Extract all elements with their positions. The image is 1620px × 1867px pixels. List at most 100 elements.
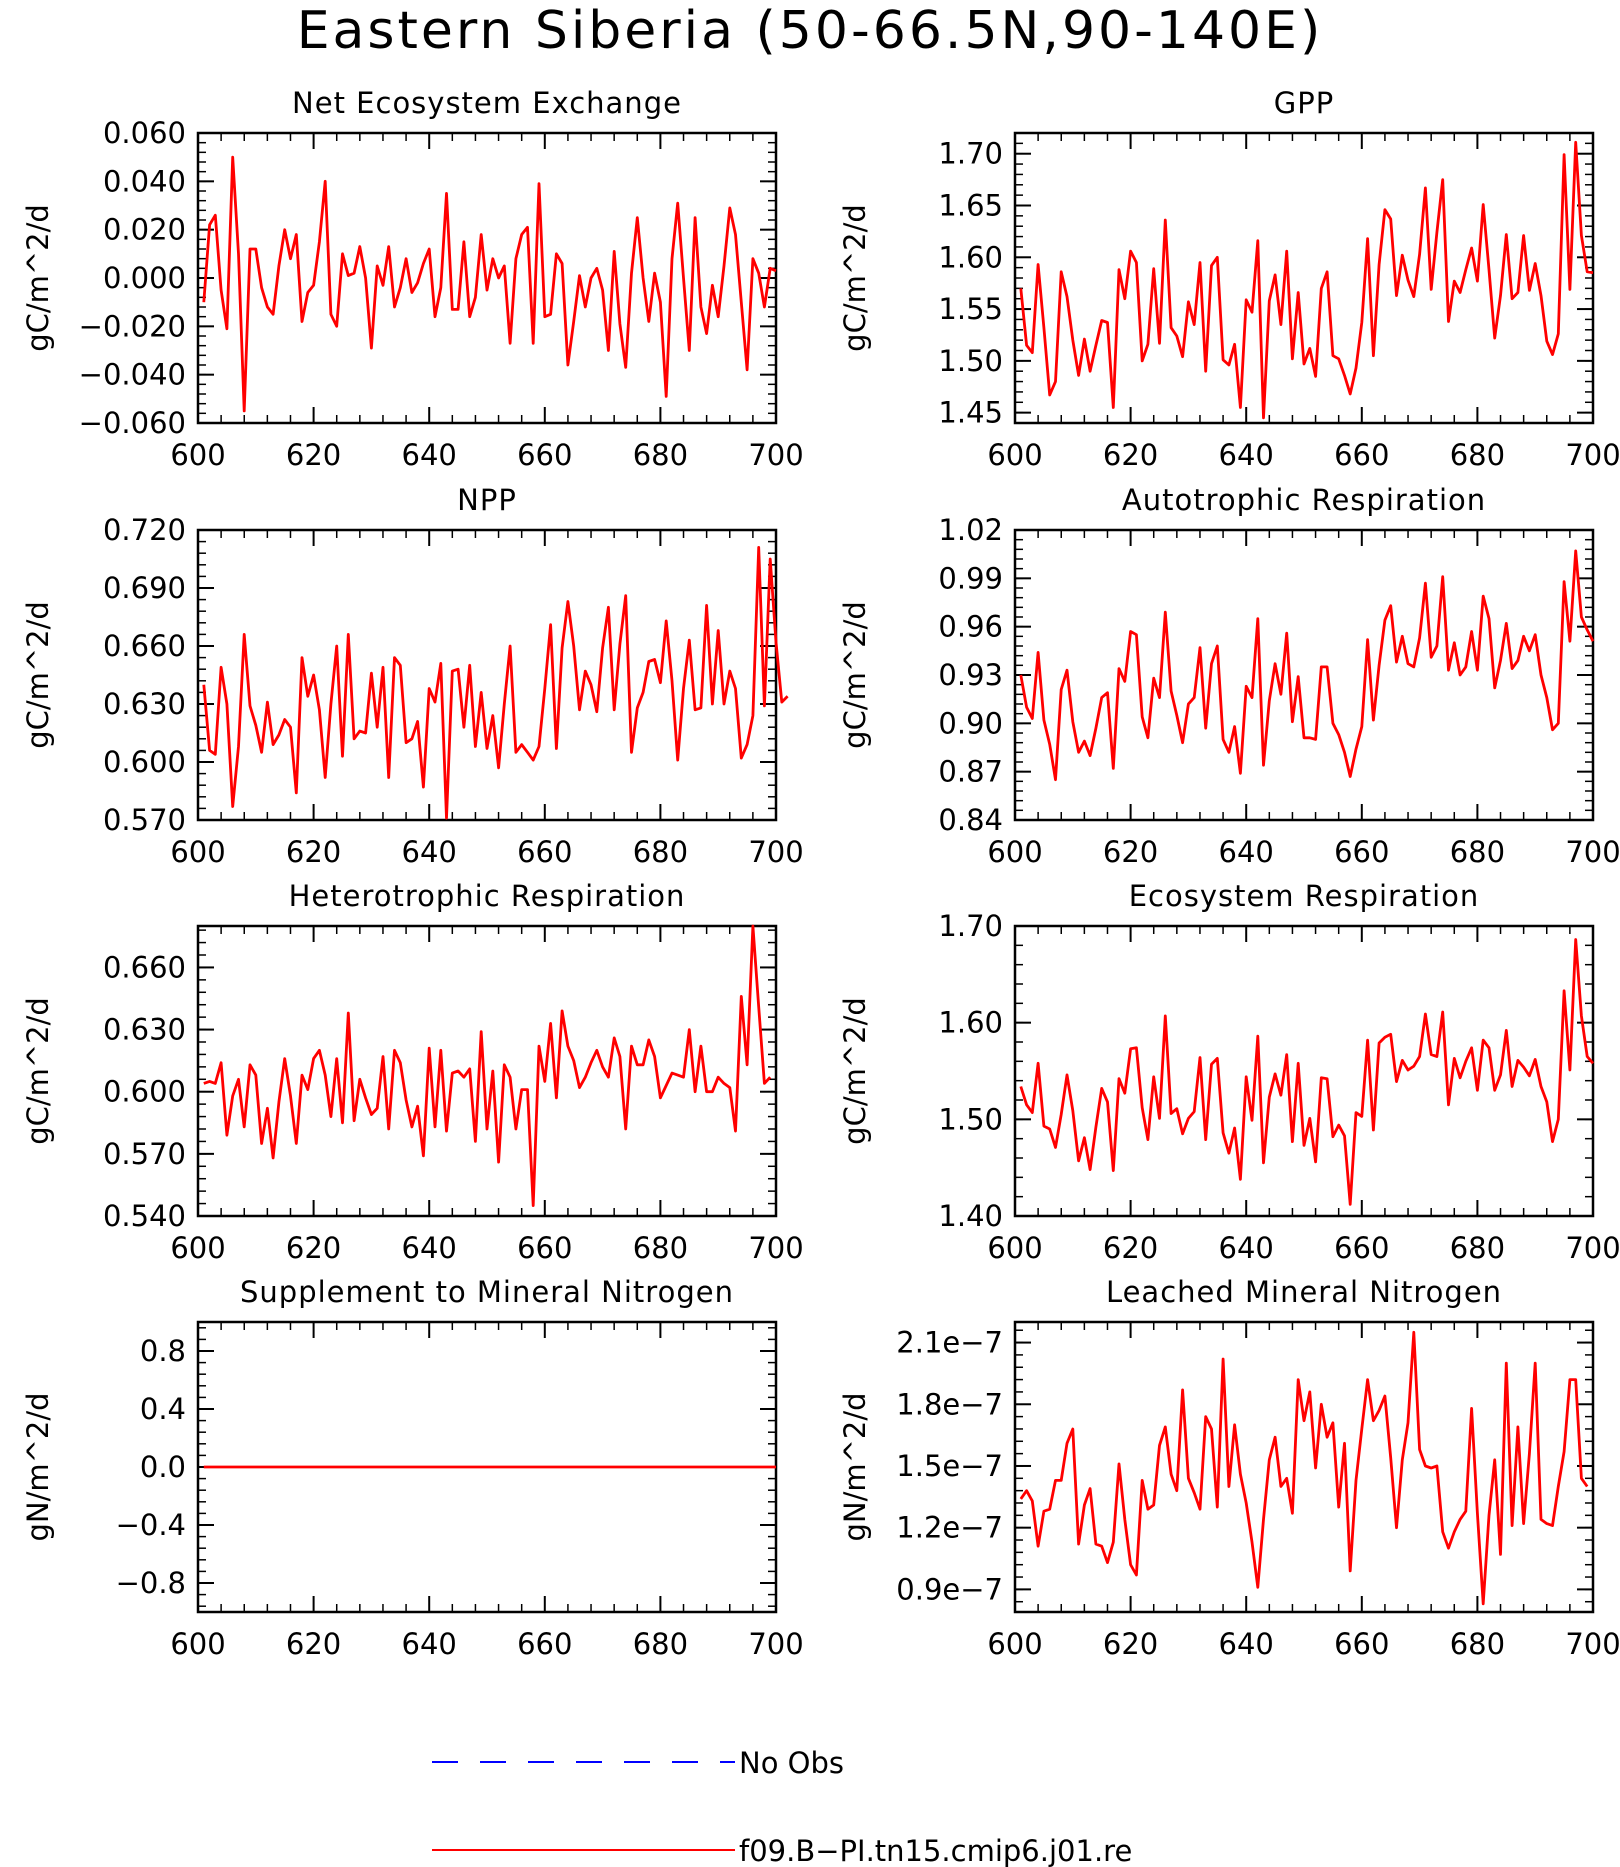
y-tick-label: 0.0 (140, 1450, 186, 1484)
y-tick-label: 1.65 (938, 189, 1003, 223)
y-tick-label: 0.90 (938, 706, 1003, 740)
x-tick-label: 600 (987, 1627, 1042, 1661)
chart-title: Leached Mineral Nitrogen (1106, 1275, 1502, 1309)
x-tick-label: 660 (1334, 1231, 1389, 1265)
y-tick-label: 1.70 (938, 909, 1003, 943)
x-tick-label: 620 (1103, 1627, 1158, 1661)
y-tick-label: 1.8e−7 (896, 1387, 1003, 1421)
x-tick-label: 640 (402, 835, 457, 869)
y-tick-label: 0.660 (103, 629, 186, 663)
chart-title: NPP (457, 483, 517, 517)
x-tick-label: 620 (286, 1627, 341, 1661)
x-tick-label: 680 (1450, 1231, 1505, 1265)
y-tick-label: 1.02 (938, 513, 1003, 547)
x-tick-label: 640 (402, 438, 457, 472)
plot-frame (1013, 131, 1595, 425)
y-tick-label: 0.720 (103, 513, 186, 547)
y-tick-label: 1.5e−7 (896, 1449, 1003, 1483)
x-tick-label: 680 (633, 835, 688, 869)
y-tick-label: 0.540 (103, 1199, 186, 1233)
chart-panel-3: NPP 600 620 640 660 680 700 0.570 0.600 0.630 0.66… (21, 483, 804, 869)
chart-title: Supplement to Mineral Nitrogen (240, 1275, 734, 1309)
y-tick-label: 1.40 (938, 1199, 1003, 1233)
x-tick-label: 660 (1334, 835, 1389, 869)
x-tick-label: 640 (1219, 438, 1274, 472)
y-tick-label: 0.8 (140, 1334, 186, 1368)
y-tick-label: 0.660 (103, 950, 186, 984)
plot-frame (1013, 924, 1595, 1218)
x-tick-label: 600 (170, 438, 225, 472)
series-line (202, 155, 777, 413)
chart-title: Ecosystem Respiration (1129, 879, 1480, 913)
x-tick-label: 660 (517, 1231, 572, 1265)
y-tick-label: 1.60 (938, 240, 1003, 274)
plot-frame (1013, 528, 1595, 822)
y-axis-label: gC/m^2/d (21, 601, 55, 749)
series-line (1019, 140, 1594, 420)
x-tick-label: 620 (286, 1231, 341, 1265)
y-axis-label: gN/m^2/d (21, 1392, 55, 1541)
x-tick-label: 680 (1450, 835, 1505, 869)
y-tick-label: 0.570 (103, 803, 186, 837)
y-tick-label: 0.020 (103, 213, 186, 247)
x-tick-label: 620 (1103, 1231, 1158, 1265)
chart-title: Heterotrophic Respiration (289, 879, 686, 913)
y-tick-label: 0.630 (103, 687, 186, 721)
y-axis-label: gC/m^2/d (21, 997, 55, 1145)
page-title: Eastern Siberia (50-66.5N,90-140E) (296, 1, 1324, 61)
legend-label: f09.B−PI.tn15.cmip6.j01.re (739, 1834, 1132, 1867)
x-tick-label: 640 (1219, 1231, 1274, 1265)
chart-panel-6: Ecosystem Respiration 600 620 640 660 680 700 1… (838, 879, 1620, 1265)
x-tick-label: 700 (748, 438, 803, 472)
y-tick-label: 0.040 (103, 164, 186, 198)
x-tick-label: 700 (748, 1231, 803, 1265)
y-tick-label: 0.93 (938, 658, 1003, 692)
x-tick-label: 660 (1334, 1627, 1389, 1661)
y-tick-label: −0.8 (116, 1566, 186, 1600)
y-tick-label: 1.50 (938, 344, 1003, 378)
y-axis-label: gC/m^2/d (21, 204, 55, 352)
charts-grid: Net Ecosystem Exchange 600 620 640 660 680 700… (21, 86, 1620, 1661)
x-tick-label: 640 (1219, 1627, 1274, 1661)
y-tick-label: 1.60 (938, 1006, 1003, 1040)
x-tick-label: 660 (517, 1627, 572, 1661)
y-tick-label: 0.87 (938, 755, 1003, 789)
x-tick-label: 660 (517, 835, 572, 869)
y-tick-label: 1.2e−7 (896, 1511, 1003, 1545)
x-tick-label: 640 (1219, 835, 1274, 869)
series-line (1019, 1330, 1589, 1606)
plot-frame (196, 924, 778, 1218)
chart-title: Net Ecosystem Exchange (292, 86, 682, 120)
y-tick-label: 1.50 (938, 1102, 1003, 1136)
x-tick-label: 680 (1450, 438, 1505, 472)
plot-frame (196, 528, 778, 822)
y-tick-label: 0.600 (103, 745, 186, 779)
y-tick-label: 2.1e−7 (896, 1326, 1003, 1360)
chart-panel-2: GPP 600 620 640 660 680 700 1.45 1.50 1.55 1.60 1.6… (838, 86, 1620, 472)
y-tick-label: 0.9e−7 (896, 1572, 1003, 1606)
x-tick-label: 600 (170, 1627, 225, 1661)
x-tick-label: 680 (633, 438, 688, 472)
x-tick-label: 700 (1565, 1231, 1620, 1265)
y-axis-label: gC/m^2/d (838, 997, 872, 1145)
x-tick-label: 700 (1565, 835, 1620, 869)
y-tick-label: 1.45 (938, 396, 1003, 430)
y-axis-label: gN/m^2/d (838, 1392, 872, 1541)
x-tick-label: 620 (286, 835, 341, 869)
y-tick-label: 0.570 (103, 1137, 186, 1171)
chart-panel-1: Net Ecosystem Exchange 600 620 640 660 680 700… (21, 86, 804, 472)
y-tick-label: −0.060 (79, 406, 186, 440)
series-line (203, 924, 772, 1207)
y-tick-label: −0.020 (79, 309, 186, 343)
x-tick-label: 600 (170, 1231, 225, 1265)
x-tick-label: 680 (633, 1231, 688, 1265)
y-tick-label: −0.4 (116, 1508, 186, 1542)
y-tick-label: 0.060 (103, 116, 186, 150)
x-tick-label: 620 (286, 438, 341, 472)
chart-panel-8: Leached Mineral Nitrogen 600 620 640 660 680 7… (838, 1275, 1620, 1661)
series-line (1019, 938, 1595, 1206)
x-tick-label: 600 (987, 835, 1042, 869)
x-tick-label: 700 (748, 1627, 803, 1661)
chart-panel-5: Heterotrophic Respiration 600 620 640 660 680… (21, 879, 804, 1265)
x-tick-label: 600 (987, 438, 1042, 472)
